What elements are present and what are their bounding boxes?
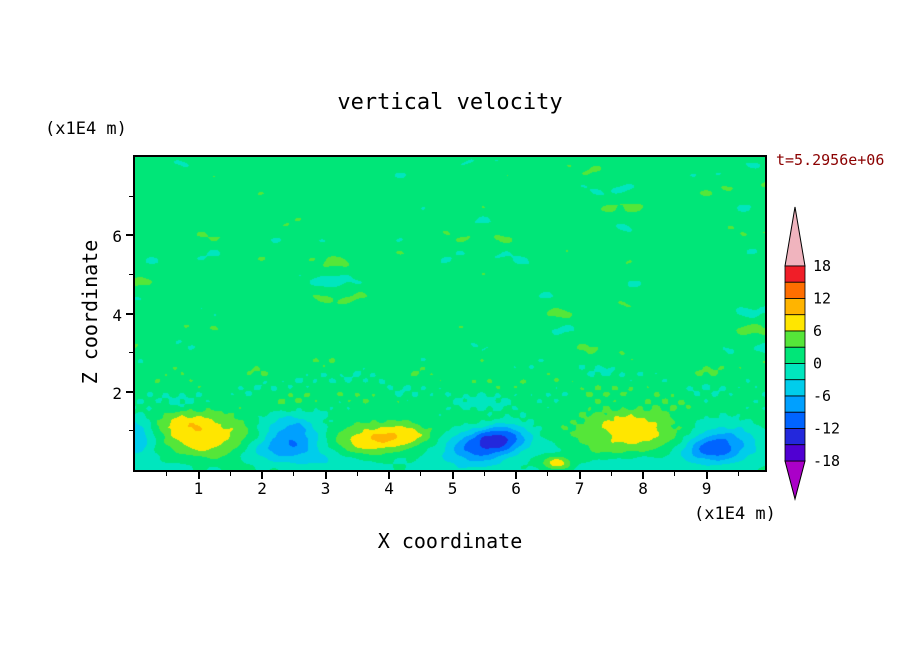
x-minor-tick xyxy=(674,472,676,476)
y-tick-label: 2 xyxy=(112,383,122,403)
y-axis-title: Z coordinate xyxy=(78,239,102,385)
x-tick-label: 2 xyxy=(257,479,267,498)
x-minor-tick xyxy=(166,472,168,476)
colorbar-segment xyxy=(784,444,806,462)
colorbar-segment xyxy=(784,346,806,364)
x-minor-tick xyxy=(229,472,231,476)
y-major-tick xyxy=(126,390,133,393)
x-major-tick xyxy=(578,472,581,479)
colorbar-label: -12 xyxy=(813,420,840,438)
colorbar-lower-arrow xyxy=(784,460,806,501)
x-minor-tick xyxy=(420,472,422,476)
colorbar-segment xyxy=(784,314,806,332)
chart-title: vertical velocity xyxy=(337,90,563,115)
x-tick-label: 6 xyxy=(511,479,521,498)
colorbar-segment xyxy=(784,265,806,283)
colorbar-segment xyxy=(784,281,806,299)
x-major-tick xyxy=(451,472,454,479)
x-major-tick xyxy=(705,472,708,479)
colorbar-label: -6 xyxy=(813,387,831,405)
x-minor-tick xyxy=(610,472,612,476)
colorbar-segment xyxy=(784,298,806,316)
x-tick-label: 8 xyxy=(638,479,648,498)
x-axis-title: X coordinate xyxy=(377,529,523,553)
x-tick-label: 7 xyxy=(574,479,585,498)
x-minor-tick xyxy=(293,472,295,476)
x-minor-tick xyxy=(547,472,549,476)
colorbar-label: 6 xyxy=(813,322,822,340)
y-axis-unit-label: (x1E4 m) xyxy=(45,119,127,139)
colorbar-segment xyxy=(784,395,806,413)
x-minor-tick xyxy=(356,472,358,476)
y-major-tick xyxy=(126,234,133,237)
contour-field-canvas xyxy=(135,157,765,470)
x-minor-tick xyxy=(737,472,739,476)
x-major-tick xyxy=(261,472,264,479)
colorbar-label: 12 xyxy=(813,290,831,308)
x-major-tick xyxy=(324,472,327,479)
x-major-tick xyxy=(388,472,391,479)
colorbar-segment xyxy=(784,411,806,429)
x-tick-label: 1 xyxy=(193,479,204,498)
x-major-tick xyxy=(642,472,645,479)
colorbar-label: 18 xyxy=(813,257,831,275)
plot-area xyxy=(133,155,767,472)
x-tick-label: 5 xyxy=(447,479,458,498)
colorbar-segment xyxy=(784,428,806,446)
colorbar-upper-arrow xyxy=(784,206,806,267)
colorbar-segment xyxy=(784,330,806,348)
x-axis-unit-label: (x1E4 m) xyxy=(694,504,776,524)
colorbar: 18 12 6 0 -6 -12 -18 xyxy=(784,206,840,501)
colorbar-segment xyxy=(784,379,806,397)
colorbar-label: 0 xyxy=(813,355,822,373)
x-tick-label: 9 xyxy=(701,479,712,498)
colorbar-label: -18 xyxy=(813,452,840,470)
colorbar-segment xyxy=(784,363,806,381)
x-major-tick xyxy=(515,472,518,479)
timestamp-label: t=5.2956e+06 xyxy=(776,151,885,169)
x-tick-label: 3 xyxy=(320,479,331,498)
x-tick-label: 4 xyxy=(384,479,394,498)
y-major-tick xyxy=(126,312,133,315)
x-major-tick xyxy=(197,472,200,479)
x-minor-tick xyxy=(483,472,485,476)
